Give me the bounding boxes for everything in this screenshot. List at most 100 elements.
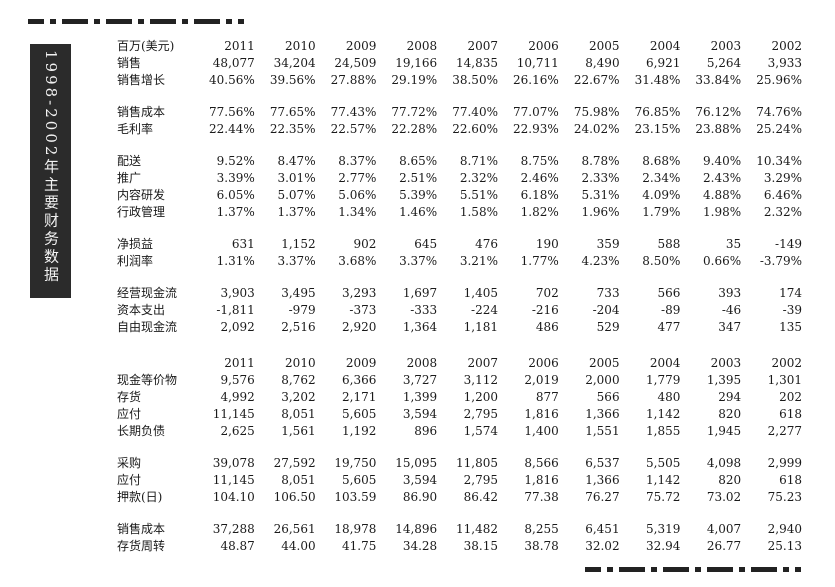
value-cell: 48.87 (220, 539, 255, 553)
value-cell: 174 (779, 286, 802, 300)
year-header-cell: 2009 (345, 39, 377, 53)
value-cell: 4.23% (581, 254, 620, 268)
value-cell: 393 (718, 286, 742, 300)
value-cell: 4,992 (220, 390, 255, 404)
value-cell: 2,019 (524, 373, 559, 387)
row-label: 现金等价物 (117, 373, 178, 387)
value-cell: 2.32% (459, 171, 498, 185)
value-cell: 14,896 (395, 522, 438, 536)
value-cell: 1,551 (585, 424, 620, 438)
row-label: 自由现金流 (117, 320, 178, 334)
header-label-empty (117, 355, 194, 372)
value-cell: 75.72 (646, 490, 681, 504)
year-header-cell: 2003 (710, 356, 742, 370)
row-label: 配送 (117, 154, 142, 168)
value-cell: 294 (718, 390, 742, 404)
row-label: 销售成本 (117, 105, 166, 119)
value-cell: 477 (657, 320, 681, 334)
value-cell: 190 (535, 237, 559, 251)
value-cell: 22.35% (269, 122, 316, 136)
value-cell: 1.34% (338, 205, 377, 219)
value-cell: 1.82% (520, 205, 559, 219)
header-label: 百万(美元) (117, 39, 175, 53)
value-cell: 75.98% (573, 105, 620, 119)
value-cell: 480 (657, 390, 681, 404)
year-header-cell: 2008 (406, 356, 438, 370)
value-cell: 733 (596, 286, 620, 300)
table-row: 现金等价物 9,576 8,762 6,366 3,727 3,112 2,019 2,000… (117, 372, 802, 389)
row-label: 采购 (117, 456, 142, 470)
value-cell: 5.51% (459, 188, 498, 202)
row-label: 存货 (117, 390, 142, 404)
value-cell: 77.56% (209, 105, 255, 119)
value-cell: 645 (414, 237, 438, 251)
value-cell: 529 (596, 320, 620, 334)
dash-segment (50, 19, 56, 24)
value-cell: 32.94 (646, 539, 681, 553)
value-cell: 9.40% (703, 154, 742, 168)
value-cell: 2,920 (342, 320, 377, 334)
value-cell: 5.31% (581, 188, 620, 202)
value-cell: 3,594 (402, 473, 438, 487)
row-label: 销售增长 (117, 73, 166, 87)
value-cell: 566 (657, 286, 681, 300)
dash-segment (182, 19, 188, 24)
value-cell: 1.98% (703, 205, 742, 219)
value-cell: 1,142 (646, 473, 681, 487)
value-cell: 4.09% (642, 188, 681, 202)
value-cell: 2,940 (767, 522, 802, 536)
value-cell: 19,750 (334, 456, 377, 470)
value-cell: -224 (471, 303, 498, 317)
value-cell: 8,762 (281, 373, 316, 387)
table-row: 长期负债 2,625 1,561 1,192 896 1,574 1,400 1,551 1,8… (117, 423, 802, 440)
year-header-cell: 2010 (285, 39, 316, 53)
value-cell: 1,395 (706, 373, 742, 387)
value-cell: 2,516 (281, 320, 316, 334)
value-cell: 8.68% (642, 154, 681, 168)
value-cell: 2.77% (338, 171, 377, 185)
value-cell: 5,605 (342, 407, 377, 421)
value-cell: 31.48% (634, 73, 681, 87)
value-cell: 27.88% (330, 73, 377, 87)
year-header-row: 百万(美元) 2011 2010 2009 2008 2007 2006 2005 2004 20… (117, 38, 802, 55)
value-cell: 9,576 (220, 373, 255, 387)
value-cell: 359 (596, 237, 620, 251)
year-header-cell: 2005 (589, 39, 620, 53)
value-cell: 37,288 (212, 522, 255, 536)
value-cell: 2.32% (763, 205, 802, 219)
value-cell: 1.79% (642, 205, 681, 219)
value-cell: 347 (718, 320, 742, 334)
value-cell: 5.07% (277, 188, 316, 202)
value-cell: 8,490 (585, 56, 620, 70)
group-spacer (117, 270, 802, 285)
value-cell: 3,903 (220, 286, 255, 300)
value-cell: 202 (779, 390, 802, 404)
row-label: 利润率 (117, 254, 154, 268)
dash-segment (106, 19, 132, 24)
value-cell: 5,319 (646, 522, 681, 536)
value-cell: 476 (475, 237, 498, 251)
row-label: 行政管理 (117, 205, 166, 219)
value-cell: 1,405 (463, 286, 498, 300)
row-label: 经营现金流 (117, 286, 178, 300)
value-cell: -149 (775, 237, 802, 251)
value-cell: 39,078 (212, 456, 255, 470)
value-cell: 2.51% (399, 171, 438, 185)
value-cell: 8,566 (524, 456, 559, 470)
value-cell: 486 (535, 320, 559, 334)
table-row: 应付 11,145 8,051 5,605 3,594 2,795 1,816 1,366 1,… (117, 472, 802, 489)
value-cell: 1.37% (216, 205, 255, 219)
value-cell: 77.38 (524, 490, 559, 504)
year-header-cell: 2002 (771, 356, 802, 370)
year-header-cell: 2003 (710, 39, 742, 53)
year-header-cell: 2007 (467, 39, 498, 53)
dash-segment (585, 567, 601, 572)
value-cell: 8.78% (581, 154, 620, 168)
table-row: 采购 39,078 27,592 19,750 15,095 11,805 8,566 6,5… (117, 455, 802, 472)
group-spacer (117, 221, 802, 236)
value-cell: 5,505 (646, 456, 681, 470)
value-cell: -333 (410, 303, 438, 317)
value-cell: 566 (596, 390, 620, 404)
value-cell: 32.02 (585, 539, 620, 553)
value-cell: 3,112 (463, 373, 498, 387)
